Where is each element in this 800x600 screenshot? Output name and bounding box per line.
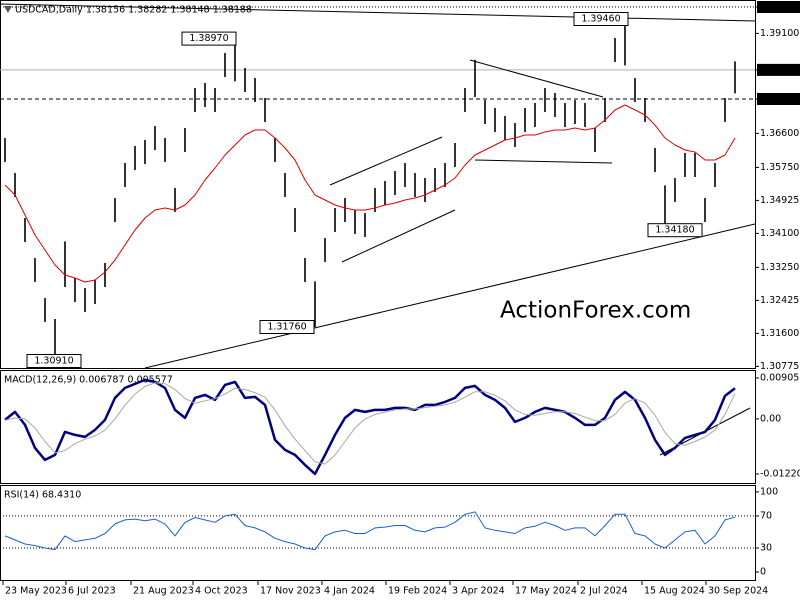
x-tick-label: 30 Sep 2024: [708, 586, 768, 597]
y-tick-highlight: [757, 1, 800, 13]
y-tick-label: 1.34925: [760, 195, 799, 206]
channel-line: [329, 136, 443, 186]
background-layer: ActionForex.com: [0, 6, 755, 549]
x-tick-label: 4 Jan 2024: [324, 586, 375, 597]
indicator-line: [4, 382, 736, 465]
price-annotation: 1.38970: [189, 33, 228, 44]
x-tick-label: 23 May 2023: [5, 586, 67, 597]
trendline: [144, 223, 756, 369]
y-tick-label: 1.30775: [760, 361, 799, 372]
y-tick-label: 1.33250: [760, 262, 799, 273]
x-tick-label: 6 Jul 2023: [68, 586, 116, 597]
y-tick-label: 1.34100: [760, 228, 799, 239]
trendline: [0, 3, 756, 22]
x-tick-label: 21 Aug 2023: [133, 586, 194, 597]
price-annotation: 1.31760: [267, 322, 306, 333]
x-tick-label: 15 Aug 2024: [644, 586, 705, 597]
y-tick-label: 100: [760, 486, 778, 497]
x-tick-label: 17 May 2024: [515, 586, 577, 597]
x-tick-label: 17 Nov 2023: [260, 586, 321, 597]
channel-line: [341, 209, 456, 263]
y-tick-label: 1.31600: [760, 328, 799, 339]
y-tick-label: 0.009055: [760, 373, 800, 384]
y-tick-label: 1.35750: [760, 162, 799, 173]
x-tick-label: 19 Feb 2024: [388, 586, 447, 597]
rsi-panel-frame: [0, 485, 756, 581]
y-tick-label: 70: [760, 510, 772, 521]
y-tick-highlight: [757, 63, 800, 76]
price-annotation-box: [573, 12, 629, 26]
y-tick-label: -0.012209: [760, 469, 800, 480]
indicator-line: [4, 511, 736, 551]
y-tick-label: 30: [760, 542, 772, 553]
panel-title: MACD(12,26,9) 0.006787 0.005577: [4, 375, 173, 386]
price-annotation-box: [181, 31, 237, 46]
x-tick-label: 4 Oct 2023: [195, 586, 248, 597]
y-tick-label: 1.36600: [760, 128, 799, 139]
y-tick-label: 0.00: [760, 413, 781, 424]
indicator-line: [4, 378, 736, 476]
panel-title: USDCAD,Daily 1.38156 1.38282 1.38148 1.3…: [15, 5, 252, 16]
watermark: ActionForex.com: [500, 298, 691, 324]
y-tick-label: 1.39760: [760, 2, 799, 13]
price-annotation-box: [26, 354, 82, 368]
y-tick-label: 0: [760, 566, 766, 577]
triangle-line: [474, 159, 613, 164]
price-annotation-box: [647, 223, 703, 238]
panel-title: RSI(14) 68.4310: [4, 490, 81, 501]
y-tick-label: 1.38188: [760, 64, 799, 75]
y-tick-label: 1.32425: [760, 295, 799, 306]
price-annotation-box: [259, 320, 315, 334]
y-tick-label: 1.37460: [760, 94, 799, 105]
moving-average: [4, 104, 736, 283]
price-panel-frame: [0, 0, 756, 369]
price-annotation: 1.39460: [581, 14, 620, 25]
triangle-line: [469, 59, 604, 98]
y-tick-highlight: [757, 93, 800, 105]
price-annotation: 1.30910: [34, 356, 73, 367]
x-tick-label: 3 Apr 2024: [452, 586, 505, 597]
x-tick-label: 2 Jul 2024: [580, 586, 628, 597]
title-icon: [4, 6, 12, 13]
macd-panel-frame: [0, 370, 756, 484]
price-annotation: 1.34180: [655, 225, 694, 236]
y-tick-label: 1.39100: [760, 28, 799, 39]
